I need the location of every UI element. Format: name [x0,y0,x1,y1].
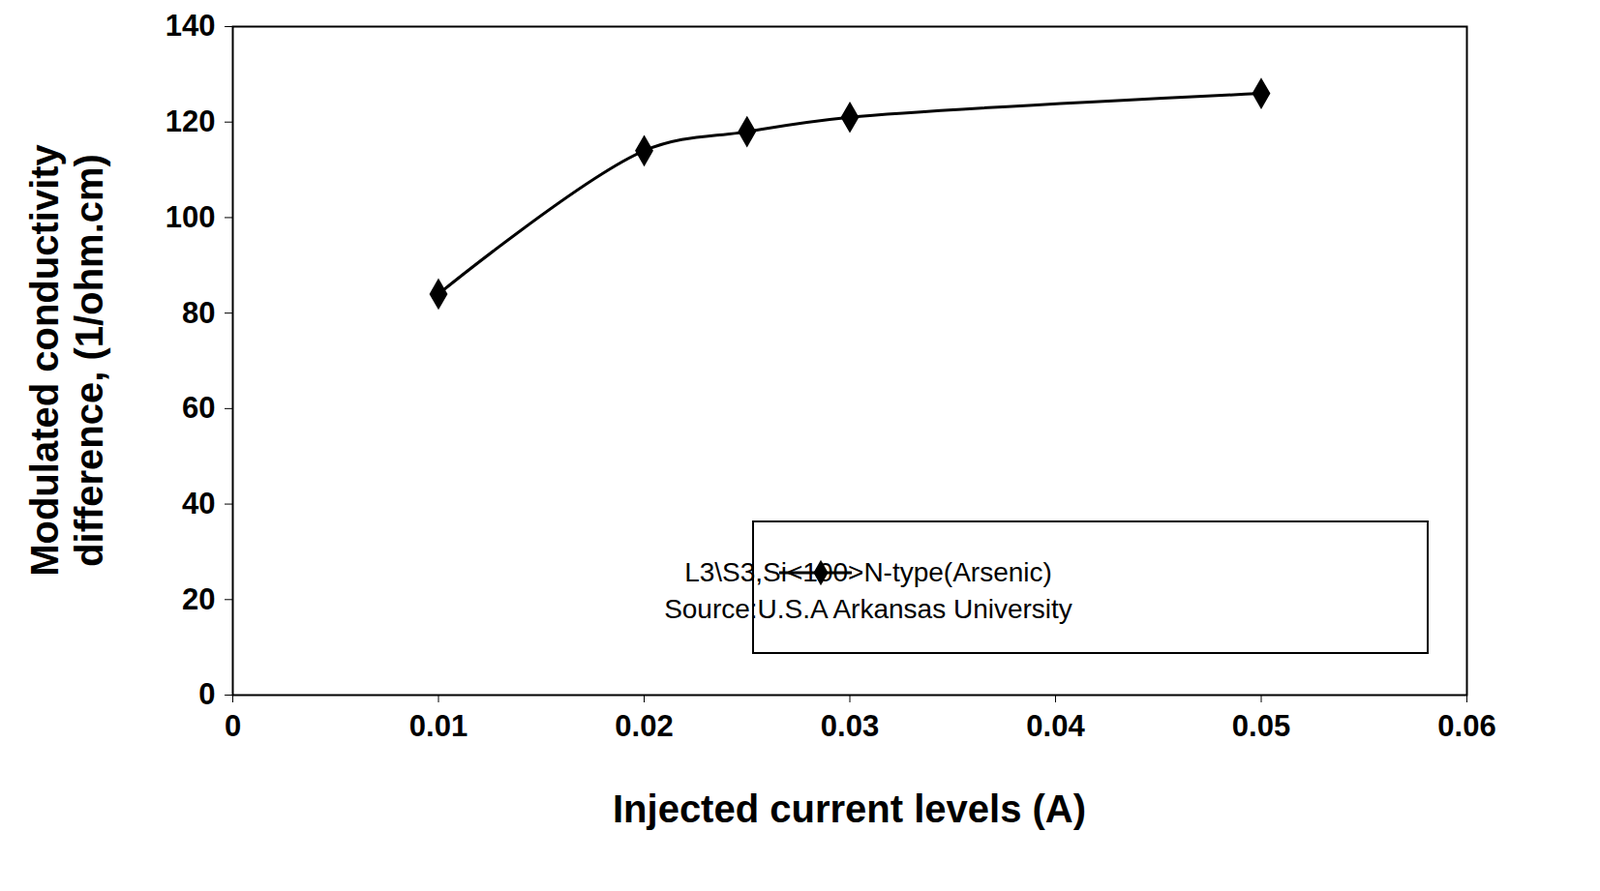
svg-text:0.06: 0.06 [1437,709,1496,744]
svg-text:0.02: 0.02 [614,709,673,744]
svg-text:40: 40 [181,486,215,521]
svg-text:Modulated conductivitydifferen: Modulated conductivitydifference, (1/ohm… [23,143,111,576]
svg-text:120: 120 [165,104,216,139]
svg-text:100: 100 [165,200,216,235]
svg-text:0.05: 0.05 [1232,709,1291,744]
svg-text:60: 60 [181,391,215,425]
svg-text:0: 0 [224,709,242,744]
svg-text:0.01: 0.01 [409,709,468,744]
svg-text:0.04: 0.04 [1026,709,1086,744]
svg-text:L3\S3,Si<100>N-type(Arsenic): L3\S3,Si<100>N-type(Arsenic) [684,557,1053,588]
svg-text:0.03: 0.03 [820,709,879,744]
svg-text:140: 140 [165,8,216,43]
svg-text:Source:U.S.A Arkansas Universi: Source:U.S.A Arkansas University [664,594,1073,625]
svg-text:80: 80 [181,296,215,331]
svg-text:Injected current levels (A): Injected current levels (A) [612,787,1087,831]
svg-text:0: 0 [198,677,215,712]
svg-text:20: 20 [181,582,215,617]
